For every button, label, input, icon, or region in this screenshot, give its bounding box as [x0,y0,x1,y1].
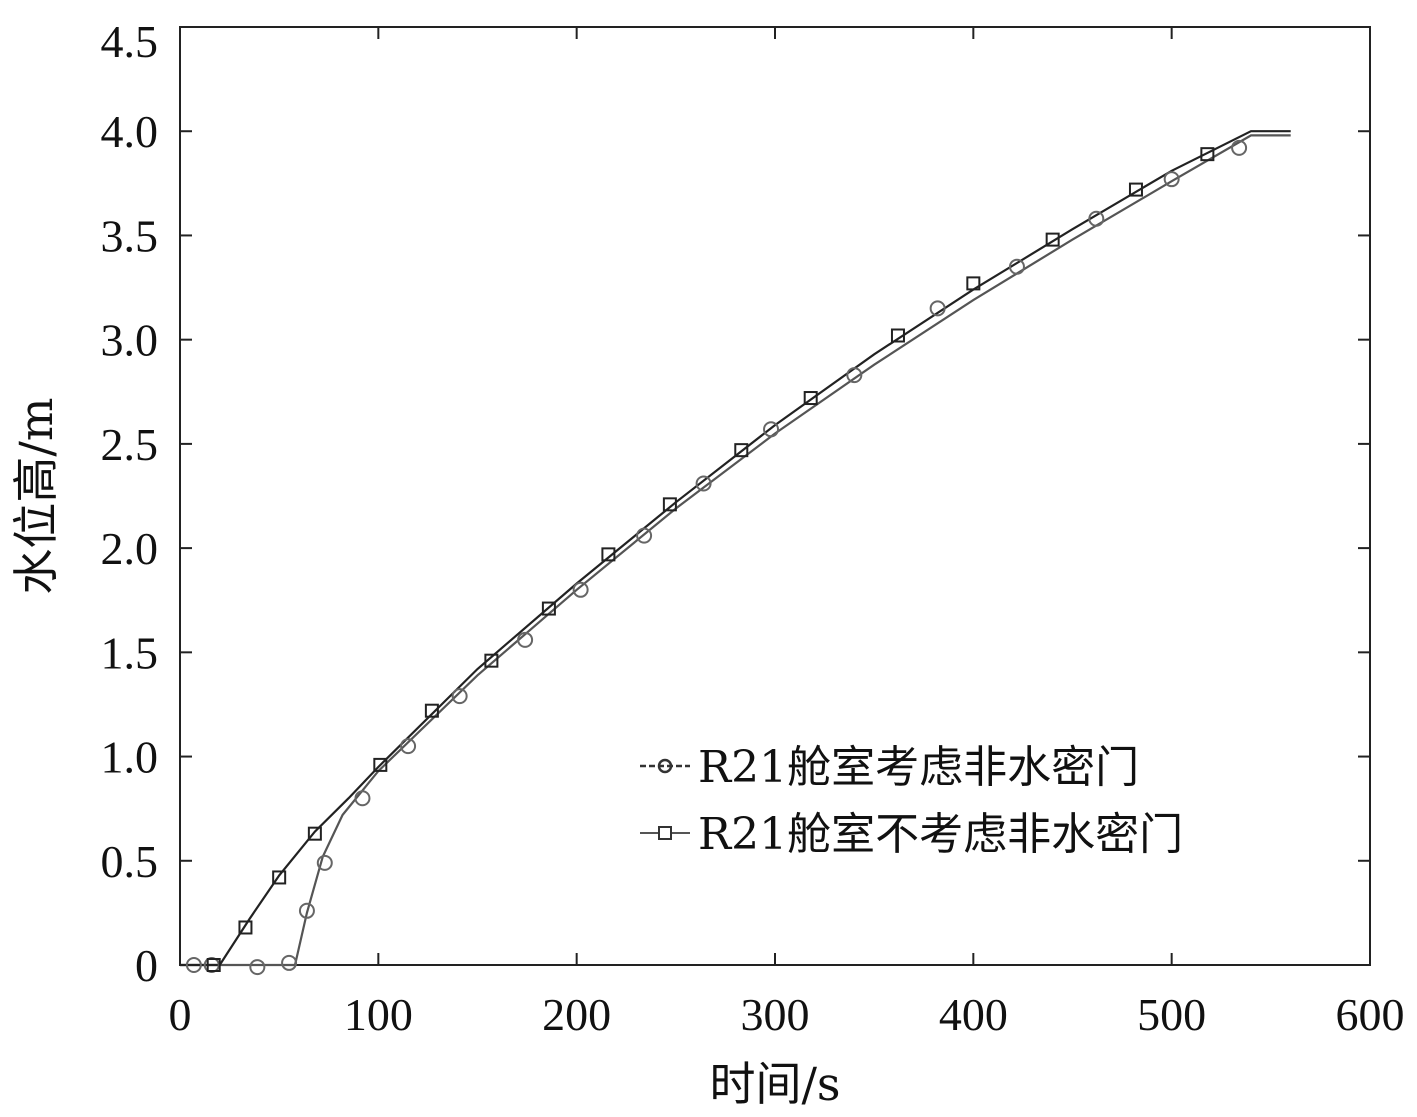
legend: R21舱室考虑非水密门 R21舱室不考虑非水密门 [640,742,1183,860]
square-marker [373,757,388,772]
square-marker [1045,232,1060,247]
x-tick-label: 600 [1336,989,1405,1040]
circle-marker [451,688,468,705]
square-marker [803,391,818,406]
y-tick-label: 3.5 [101,210,159,261]
x-tick-label: 400 [939,989,1008,1040]
y-tick-label: 2.0 [101,523,159,574]
circle-marker [281,954,298,971]
axis-ticks [179,26,1371,966]
circle-marker [695,475,712,492]
square-marker [238,920,253,935]
circle-marker [1231,139,1248,156]
legend-label-1: R21舱室考虑非水密门 [698,742,1139,793]
circle-marker [249,959,266,976]
y-tick-label: 1.0 [101,732,159,783]
circle-marker [572,581,589,598]
circle-marker [1163,171,1180,188]
y-tick-label: 4.5 [101,16,159,67]
square-marker [890,328,905,343]
square-marker [601,547,616,562]
circle-marker [846,367,863,384]
legend-circle-marker [657,758,673,774]
circle-marker [298,902,315,919]
x-tick-label: 100 [344,989,413,1040]
legend-item-2: R21舱室不考虑非水密门 [640,809,1183,860]
y-tick-label: 0 [135,940,158,991]
x-axis-title: 时间/s [709,1057,840,1111]
y-tick-label: 2.5 [101,419,159,470]
x-tick-labels: 0 100 200 300 400 500 600 [169,989,1405,1040]
square-marker [424,703,439,718]
y-tick-labels: 0 0.5 1.0 1.5 2.0 2.5 3.0 3.5 4.0 4.5 [101,16,159,991]
y-axis-title: 水位高/m [9,397,63,594]
circle-marker [316,854,333,871]
circle-marker [185,957,202,973]
circle-marker [763,421,780,438]
series-line-1 [180,134,1291,967]
circle-marker [636,527,653,544]
x-tick-label: 200 [542,989,611,1040]
legend-label-2: R21舱室不考虑非水密门 [698,809,1183,860]
square-marker [307,826,322,841]
legend-square-marker [658,826,672,840]
y-tick-label: 1.5 [101,627,159,678]
square-marker [966,276,981,291]
circle-marker [1008,258,1025,275]
legend-item-1: R21舱室考虑非水密门 [640,742,1139,793]
square-marker [1128,182,1143,197]
x-tick-label: 300 [741,989,810,1040]
square-marker [734,443,749,458]
square-marker [484,653,499,668]
circle-marker [400,738,417,755]
square-marker [662,497,677,512]
square-marker [1200,147,1215,162]
circle-marker [929,300,946,317]
x-tick-label: 0 [169,989,192,1040]
circle-marker [354,790,371,807]
x-tick-label: 500 [1137,989,1206,1040]
y-tick-label: 0.5 [101,836,159,887]
square-marker [272,870,287,885]
square-marker [541,601,556,616]
circle-marker [517,631,534,648]
series-markers [185,139,1248,976]
y-tick-label: 3.0 [101,315,159,366]
circle-marker [1088,210,1105,227]
y-tick-label: 4.0 [101,106,159,157]
square-marker [206,958,221,972]
